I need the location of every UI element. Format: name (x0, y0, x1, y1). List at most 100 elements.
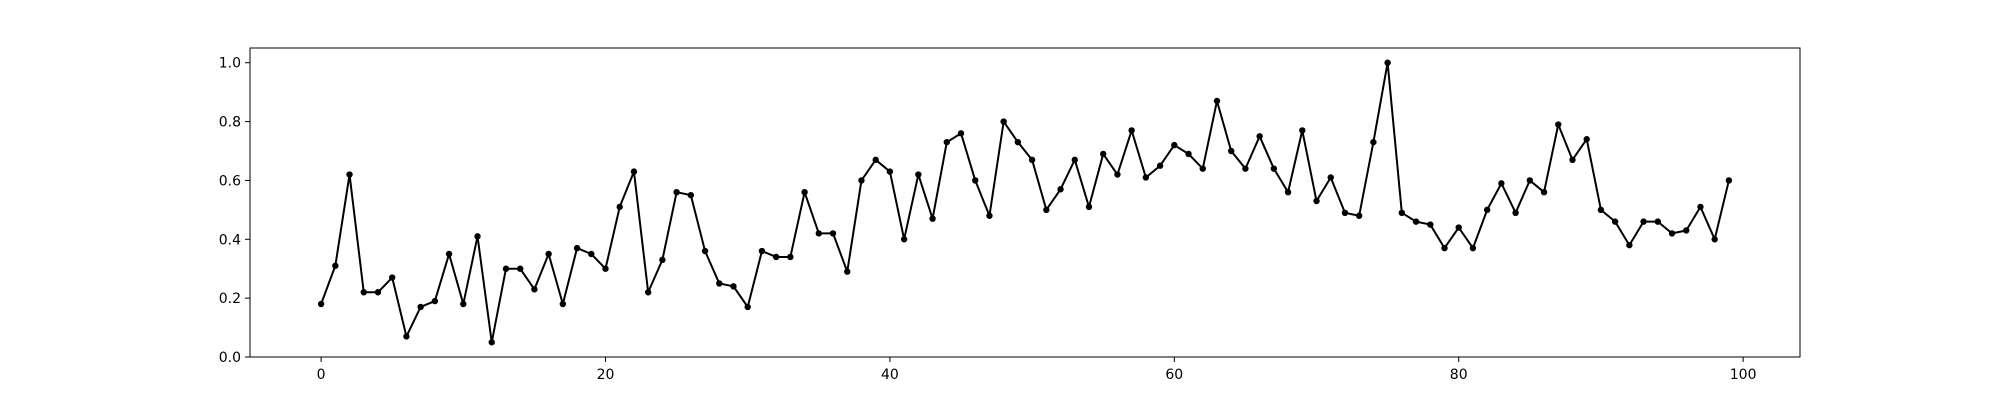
y-tick-label: 0.8 (219, 115, 241, 131)
data-point (1000, 118, 1007, 125)
data-point (1327, 174, 1334, 181)
data-point (1242, 165, 1249, 172)
data-point (1384, 59, 1391, 66)
data-point (900, 236, 908, 243)
data-point (1043, 206, 1050, 214)
data-point (1697, 203, 1704, 211)
data-point (1626, 241, 1633, 249)
data-point (1156, 162, 1164, 169)
data-point (1483, 206, 1491, 214)
data-point (1028, 156, 1036, 164)
data-point (915, 171, 922, 178)
data-point (744, 303, 751, 311)
data-point (957, 130, 965, 137)
data-point (1299, 127, 1306, 134)
data-point (1100, 150, 1107, 158)
data-point (1227, 147, 1235, 155)
data-point (687, 191, 695, 199)
x-tick-label: 0 (317, 367, 326, 383)
data-point (602, 265, 609, 272)
data-point (815, 230, 823, 237)
data-point (1398, 209, 1406, 216)
y-tick-label: 1.0 (219, 56, 241, 72)
data-point (758, 247, 766, 255)
data-point (1341, 209, 1349, 216)
y-tick-label: 0.4 (219, 232, 241, 248)
data-point (1711, 236, 1718, 243)
data-point (389, 274, 396, 281)
x-tick-label: 80 (1450, 367, 1468, 383)
data-point (730, 283, 737, 290)
data-point (1256, 133, 1263, 140)
data-point (1284, 189, 1292, 196)
data-point (1313, 197, 1320, 205)
y-axis: 0.0 0.2 0.4 0.6 0.8 1.0 (219, 56, 250, 366)
data-point (360, 289, 367, 296)
y-tick-label: 0.6 (219, 173, 241, 189)
data-point (1412, 218, 1420, 225)
data-point (1128, 127, 1135, 134)
data-point (545, 250, 552, 258)
data-point (972, 177, 979, 184)
data-point (772, 253, 780, 261)
data-point (1441, 244, 1448, 252)
data-point (431, 297, 439, 305)
data-point (1611, 218, 1619, 225)
data-point (573, 244, 581, 252)
data-point (872, 156, 879, 164)
series-line (320, 61, 1730, 344)
data-point (1540, 189, 1548, 196)
data-point (801, 189, 808, 196)
data-point (1555, 121, 1562, 128)
data-point (374, 289, 382, 296)
data-point (986, 212, 993, 219)
data-point (531, 286, 538, 293)
data-point (659, 256, 666, 264)
data-point (474, 233, 481, 240)
data-point (1355, 212, 1363, 219)
data-point (1085, 203, 1093, 211)
data-point (644, 289, 652, 296)
x-tick-label: 20 (597, 367, 615, 383)
data-point (1469, 244, 1477, 252)
data-point (460, 300, 467, 308)
data-point (403, 333, 410, 340)
data-point (346, 171, 353, 178)
data-point (1370, 138, 1377, 146)
data-point (588, 250, 595, 258)
data-point (787, 253, 794, 261)
data-point (1185, 150, 1192, 158)
x-tick-label: 100 (1730, 367, 1757, 383)
data-point (716, 280, 723, 287)
data-point (502, 265, 510, 272)
data-point (943, 138, 950, 146)
data-point (929, 215, 936, 222)
y-tick-label: 0.0 (219, 350, 241, 366)
data-point (673, 189, 680, 196)
data-point (1512, 209, 1519, 216)
data-point (1014, 138, 1022, 146)
data-point (1142, 174, 1150, 181)
data-point (829, 230, 837, 237)
data-point (445, 250, 453, 258)
data-point (844, 268, 851, 275)
data-point (417, 303, 424, 311)
data-point (630, 168, 638, 175)
data-point (332, 262, 339, 269)
data-point (488, 339, 495, 346)
data-point (559, 300, 567, 308)
data-point (616, 203, 623, 211)
x-tick-label: 60 (1165, 367, 1183, 383)
data-point (1270, 165, 1278, 172)
data-point (1057, 186, 1064, 193)
data-point (701, 247, 709, 255)
data-point (1427, 221, 1434, 228)
data-point (886, 168, 894, 175)
data-point (1213, 97, 1221, 105)
series-layer (317, 59, 1733, 346)
x-tick-label: 40 (881, 367, 899, 383)
data-point (1199, 165, 1206, 172)
data-point (1071, 156, 1078, 164)
